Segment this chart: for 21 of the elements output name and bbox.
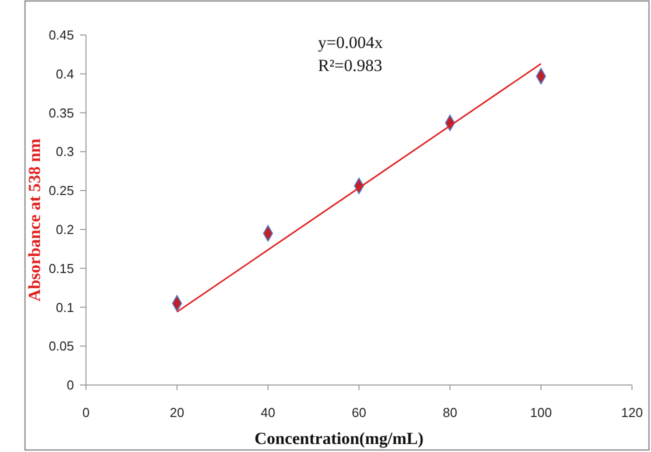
x-tick-label: 0 [82,405,90,420]
x-tick-label: 80 [442,405,458,420]
x-axis-title: Concentration(mg/mL) [254,429,424,448]
y-tick-label: 0.25 [48,183,74,198]
x-tick-label: 100 [530,405,552,420]
annotation: y=0.004x [318,33,384,52]
x-tick-label: 40 [260,405,276,420]
y-tick-label: 0.05 [48,338,74,354]
y-tick-label: 0.4 [56,66,74,82]
y-tick-label: 0.45 [48,28,74,43]
y-tick-label: 0.3 [56,144,74,160]
y-tick-label: 0.15 [48,260,74,276]
y-tick-label: 0 [66,378,74,393]
y-tick-label: 0.2 [56,222,74,237]
y-axis-title: Absorbance at 538 nm [25,138,44,302]
x-tick-label: 120 [621,405,643,420]
x-tick-label: 60 [352,405,366,420]
x-tick-label: 20 [170,405,184,420]
y-tick-label: 0.35 [48,105,74,120]
y-tick-label: 0.1 [56,300,74,315]
annotation: R²=0.983 [318,56,382,75]
